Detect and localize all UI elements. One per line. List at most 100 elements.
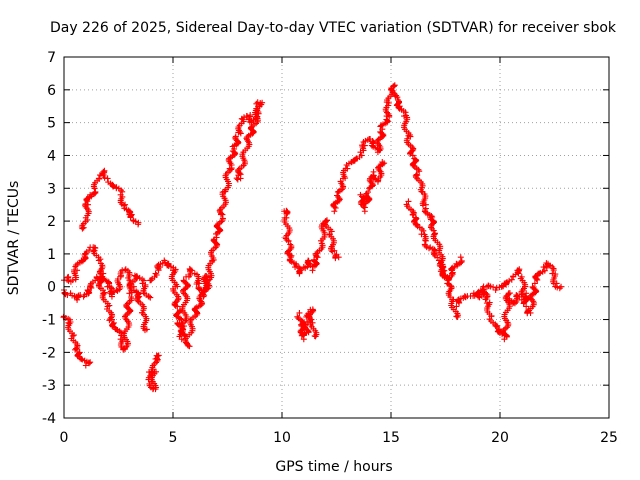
data-point [501,276,515,288]
data-point [108,289,117,300]
data-point [409,152,423,175]
data-point [199,280,213,300]
data-point [330,192,343,215]
axis-ticks [63,56,610,419]
data-point [284,237,295,259]
data-point [183,339,193,350]
data-point [301,316,314,336]
data-point [403,132,417,157]
data-point [453,313,460,320]
data-point [65,319,77,339]
data-point [552,280,563,292]
data-series [147,257,211,350]
y-tick-label: 2 [47,214,56,230]
data-point [216,189,229,218]
data-point [208,236,221,264]
data-point [492,282,507,294]
data-point [309,256,320,274]
data-point [360,189,373,215]
data-point [368,139,383,154]
data-point [334,178,347,195]
data-point [421,237,432,252]
data-point [135,221,142,228]
data-point [78,216,91,232]
data-point [312,240,326,261]
data-series [199,99,266,300]
data-point [388,83,401,101]
data-point [448,262,460,277]
data-point [122,266,133,281]
data-point [74,346,83,361]
data-point [213,215,226,241]
y-tick-label: -3 [42,378,56,394]
data-point [100,168,108,181]
data-point [146,293,153,300]
data-point [168,266,181,290]
data-point [177,326,188,343]
chart-title: Day 226 of 2025, Sidereal Day-to-day VTE… [50,20,617,36]
data-point [221,165,235,195]
data-point [435,257,446,275]
data-point [296,266,305,277]
data-point [392,93,402,109]
x-tick-label: 5 [169,430,178,446]
data-point [306,306,317,323]
data-point [444,280,455,300]
data-point [74,292,84,303]
data-point [470,288,482,299]
data-point [186,265,195,274]
data-point [409,211,420,226]
data-point [535,267,548,277]
data-series [60,313,94,369]
data-series [78,167,142,232]
data-point [90,247,104,263]
x-tick-label: 10 [273,430,291,446]
data-point [61,287,71,298]
data-series [330,82,461,320]
data-point [311,332,318,339]
data-point [486,313,501,330]
data-point [531,272,541,287]
data-point [461,292,478,300]
data-point [382,102,393,120]
data-point [322,217,335,235]
data-point [513,292,523,300]
data-series [294,306,320,343]
data-point [64,273,74,285]
data-point [483,282,497,291]
data-point [139,309,150,334]
data-point [147,272,160,284]
data-point [448,296,461,320]
data-point [326,231,337,255]
data-series [357,159,388,215]
data-point [514,266,523,277]
data-point [108,316,118,331]
data-point [281,207,291,218]
data-point [294,309,307,328]
data-point [558,283,565,290]
data-point [418,188,429,209]
data-point [374,160,388,185]
data-point [412,220,427,234]
data-point [153,352,160,359]
data-series [403,198,465,284]
data-point [430,230,444,254]
data-point [143,326,150,333]
data-point [155,259,169,271]
data-point [108,181,117,190]
data-point [331,247,340,262]
data-point [81,247,93,258]
data-point [131,272,147,284]
data-point [430,249,441,261]
data-point [191,270,202,287]
data-point [68,332,81,353]
data-point [421,201,436,220]
data-point [244,112,254,123]
data-point [517,273,531,307]
y-tick-label: 6 [47,83,56,99]
data-point [113,184,126,195]
data-point [120,294,135,353]
data-point [237,175,244,182]
data-marks [60,82,565,393]
x-tick-label: 0 [60,430,69,446]
